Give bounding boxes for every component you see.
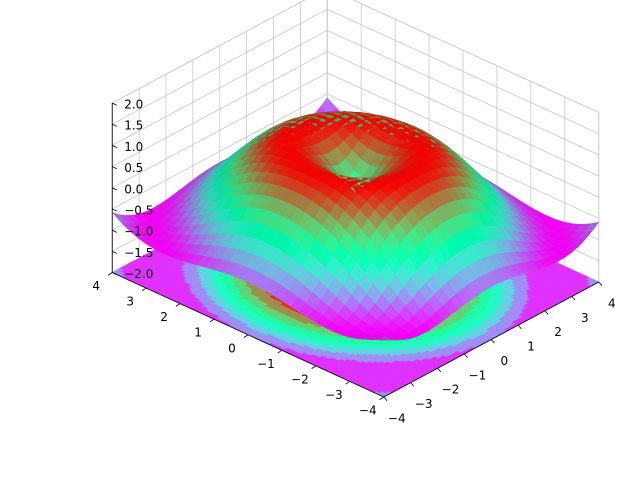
- z-grid-left-wall: [112, 93, 328, 210]
- z-grid-right-wall: [327, 30, 599, 156]
- z-grid-left-wall: [112, 72, 328, 189]
- z-grid-right-wall: [352, 0, 599, 113]
- z-grid-left-wall: [112, 0, 306, 104]
- z-grid-left-wall: [112, 8, 328, 125]
- z-grid-left-wall: [112, 30, 328, 146]
- z-grid-right-wall: [327, 72, 599, 198]
- z-grid-right-wall: [327, 8, 599, 135]
- z-grid-left-wall: [112, 51, 328, 167]
- z-grid-right-wall: [327, 51, 599, 177]
